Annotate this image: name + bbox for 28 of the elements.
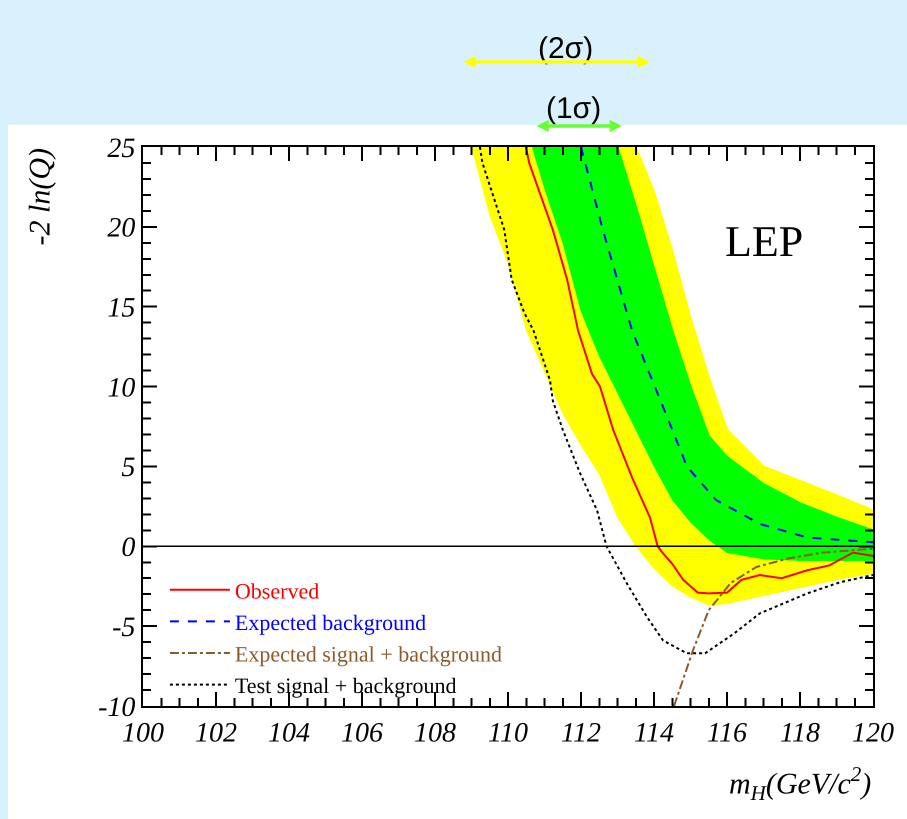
legend-label: Expected background	[234, 610, 426, 635]
x-tick-label: 118	[780, 718, 820, 749]
y-axis-title: -2 ln(Q)	[24, 148, 56, 246]
text: (2σ)	[538, 32, 594, 65]
x-tick-label: 112	[561, 718, 601, 749]
x-tick-label: 102	[195, 718, 237, 749]
x-tick-label: 120	[852, 718, 894, 749]
x-axis-title: m$_{H}$(GeV/c$^{2}$)	[729, 762, 872, 805]
x-tick-label: 110	[488, 718, 528, 749]
y-tick-label: 20	[107, 212, 136, 244]
line-series	[580, 147, 873, 544]
x-tick-label: 116	[707, 718, 747, 749]
line-series	[673, 548, 873, 706]
y-tick-label: -5	[112, 612, 136, 643]
legend-label: Expected signal + background	[234, 642, 502, 667]
x-tick-label: 108	[414, 718, 456, 749]
y-tick-label: 15	[107, 292, 136, 324]
y-tick-label: 5	[121, 452, 136, 484]
legend-label: Test signal + background	[234, 673, 457, 698]
text: (1σ)	[546, 92, 602, 125]
legend-label: Observed	[234, 578, 320, 604]
x-tick-label: 104	[268, 718, 310, 749]
x-tick-label: 106	[341, 718, 383, 749]
y-tick-label: 0	[121, 532, 136, 564]
x-tick-label: 114	[634, 718, 674, 749]
y-tick-label: 25	[107, 132, 136, 164]
annotation: LEP	[725, 217, 804, 266]
y-tick-label: 10	[107, 372, 136, 404]
